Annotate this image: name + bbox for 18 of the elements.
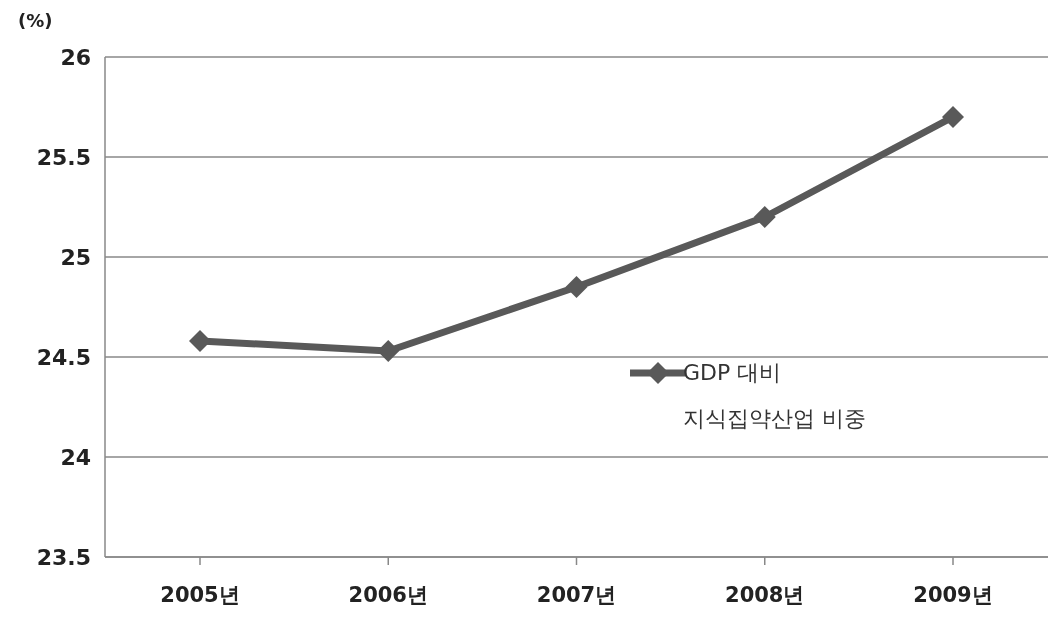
y-tick-label: 24.5 — [36, 344, 91, 370]
point — [942, 106, 964, 128]
point — [189, 330, 211, 352]
x-tick-label: 2009년 — [913, 582, 993, 607]
y-tick-label: 25 — [60, 244, 91, 270]
point — [753, 206, 776, 228]
y-axis-title: (%) — [18, 10, 53, 31]
x-tick-label: 2005년 — [160, 582, 240, 607]
y-tick-label: 23.5 — [36, 544, 91, 570]
point — [565, 276, 588, 298]
y-tick-label: 24 — [60, 444, 91, 470]
point — [377, 340, 400, 362]
y-tick-label: 26 — [60, 44, 91, 70]
x-tick-label: 2006년 — [348, 582, 428, 607]
y-tick-label: 25.5 — [36, 144, 91, 170]
x-tick-label: 2008년 — [725, 582, 805, 607]
x-tick-label: 2007년 — [536, 582, 617, 607]
legend-label: GDP 대비 지식집약산업 비중 — [683, 359, 867, 433]
